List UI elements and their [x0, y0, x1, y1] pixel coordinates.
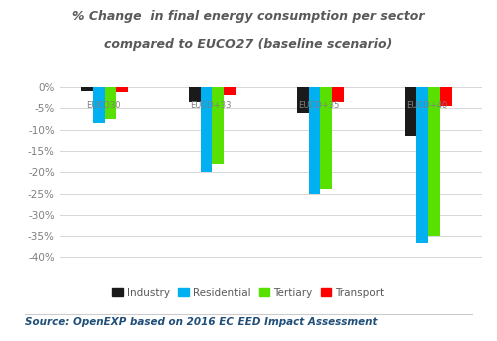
- Bar: [116, 87, 128, 92]
- Bar: [405, 87, 416, 136]
- Bar: [104, 87, 116, 119]
- Text: EUCO+33: EUCO+33: [190, 101, 232, 109]
- Bar: [81, 87, 93, 91]
- Bar: [440, 87, 452, 106]
- Bar: [93, 87, 104, 123]
- Text: Source: OpenEXP based on 2016 EC EED Impact Assessment: Source: OpenEXP based on 2016 EC EED Imp…: [25, 317, 377, 327]
- Bar: [309, 87, 320, 193]
- Bar: [332, 87, 343, 102]
- Text: EUCO30: EUCO30: [86, 101, 121, 109]
- Legend: Industry, Residential, Tertiary, Transport: Industry, Residential, Tertiary, Transpo…: [108, 283, 389, 302]
- Text: EUCO+35: EUCO+35: [298, 101, 340, 109]
- Bar: [201, 87, 212, 172]
- Bar: [189, 87, 201, 102]
- Bar: [297, 87, 309, 113]
- Bar: [416, 87, 428, 242]
- Text: compared to EUCO27 (baseline scenario): compared to EUCO27 (baseline scenario): [104, 38, 393, 50]
- Text: % Change  in final energy consumption per sector: % Change in final energy consumption per…: [72, 10, 425, 23]
- Text: EUCO+40: EUCO+40: [407, 101, 448, 109]
- Bar: [320, 87, 332, 189]
- Bar: [224, 87, 236, 95]
- Bar: [212, 87, 224, 164]
- Bar: [428, 87, 440, 236]
